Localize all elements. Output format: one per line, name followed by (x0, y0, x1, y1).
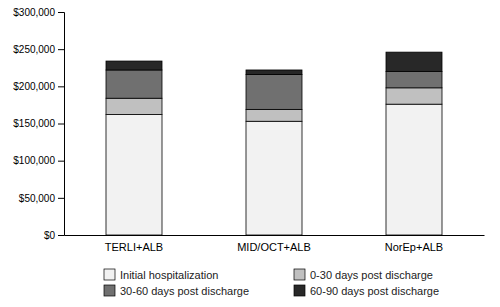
tick-mark (58, 235, 64, 236)
tick-label: $150,000 (13, 118, 55, 129)
legend-label: 30-60 days post discharge (120, 285, 249, 297)
tick-mark (58, 49, 64, 50)
legend-label: 60-90 days post discharge (310, 285, 439, 297)
bar-segment (106, 98, 162, 114)
axis-line (65, 235, 485, 236)
bars (106, 52, 442, 235)
tick: NorEp+ALB (385, 241, 443, 253)
legend-item: 60-90 days post discharge (294, 285, 439, 297)
bar-segment (246, 121, 302, 235)
legend-swatch (294, 269, 305, 280)
y-axis: $0 $50,000 $100,000 $150,000 $200,000 $250,00… (13, 7, 64, 241)
plot: $0 $50,000 $100,000 $150,000 $200,000 $250,00… (13, 7, 484, 253)
bar-segment (386, 88, 442, 104)
tick: $150,000 (13, 118, 64, 129)
tick-mark (58, 161, 64, 162)
bar-segment (246, 70, 302, 74)
chart: $0 $50,000 $100,000 $150,000 $200,000 $250,00… (0, 0, 500, 307)
series (106, 70, 442, 109)
tick-label: MID/OCT+ALB (237, 241, 311, 253)
bar-segment (246, 109, 302, 121)
bar-segment (386, 52, 442, 71)
bar-segment (386, 104, 442, 235)
series (106, 104, 442, 235)
tick: $100,000 (13, 155, 64, 166)
legend-item: Initial hospitalization (104, 269, 218, 281)
legend-item: 0-30 days post discharge (294, 269, 433, 281)
bar-segment (246, 74, 302, 109)
tick: $200,000 (13, 81, 64, 92)
tick-label: $250,000 (13, 44, 55, 55)
tick: MID/OCT+ALB (237, 241, 311, 253)
tick-mark (58, 198, 64, 199)
bar-segment (386, 71, 442, 87)
tick-label: $200,000 (13, 81, 55, 92)
tick-label: $0 (44, 230, 56, 241)
legend-swatch (294, 285, 305, 296)
bar-segment (106, 61, 162, 70)
tick-label: NorEp+ALB (385, 241, 443, 253)
axis-line (58, 13, 65, 236)
tick-label: $300,000 (13, 7, 55, 18)
tick: $0 (44, 230, 64, 241)
tick-label: TERLI+ALB (105, 241, 163, 253)
tick-mark (58, 12, 64, 13)
bar-segment (106, 115, 162, 235)
legend-swatch (104, 285, 115, 296)
x-axis: TERLI+ALB MID/OCT+ALB NorEp+ALB (65, 236, 485, 253)
tick: $250,000 (13, 44, 64, 55)
tick-label: $100,000 (13, 155, 55, 166)
tick-mark (58, 124, 64, 125)
series (106, 52, 442, 74)
tick-mark (58, 86, 64, 87)
bar-segment (106, 70, 162, 98)
tick: TERLI+ALB (105, 241, 163, 253)
tick-label: $50,000 (19, 193, 56, 204)
legend: Initial hospitalization 0-30 days post di… (104, 269, 439, 297)
legend-swatch (104, 269, 115, 280)
legend-item: 30-60 days post discharge (104, 285, 249, 297)
tick: $300,000 (13, 7, 64, 18)
tick: $50,000 (19, 193, 64, 204)
legend-label: 0-30 days post discharge (310, 269, 433, 281)
legend-label: Initial hospitalization (120, 269, 218, 281)
